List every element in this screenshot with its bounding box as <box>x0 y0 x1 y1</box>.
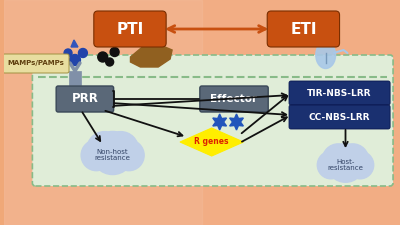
Text: Effector: Effector <box>210 94 258 104</box>
Circle shape <box>337 144 369 176</box>
Ellipse shape <box>316 41 336 68</box>
Circle shape <box>78 49 87 58</box>
Text: CC-NBS-LRR: CC-NBS-LRR <box>309 112 370 122</box>
Polygon shape <box>71 40 78 47</box>
Text: Non-host
resistance: Non-host resistance <box>95 148 130 162</box>
Circle shape <box>110 47 119 56</box>
FancyBboxPatch shape <box>3 54 69 73</box>
Circle shape <box>106 58 114 66</box>
FancyBboxPatch shape <box>94 11 166 47</box>
Text: TIR-NBS-LRR: TIR-NBS-LRR <box>307 88 372 97</box>
Text: MAMPs/PAMPs: MAMPs/PAMPs <box>7 60 64 66</box>
Circle shape <box>103 132 138 168</box>
FancyBboxPatch shape <box>267 11 340 47</box>
FancyBboxPatch shape <box>32 55 393 186</box>
Circle shape <box>322 144 354 176</box>
Circle shape <box>91 131 134 175</box>
Text: Host-
resistance: Host- resistance <box>328 158 364 171</box>
Bar <box>69 71 81 85</box>
Bar <box>4 0 202 225</box>
Circle shape <box>317 151 344 179</box>
Circle shape <box>346 151 374 179</box>
Polygon shape <box>213 114 226 130</box>
Polygon shape <box>130 45 172 67</box>
FancyBboxPatch shape <box>289 81 390 105</box>
Circle shape <box>70 54 80 65</box>
Circle shape <box>98 52 108 62</box>
FancyBboxPatch shape <box>56 86 114 112</box>
Text: R genes: R genes <box>194 137 229 146</box>
Circle shape <box>114 140 144 171</box>
Circle shape <box>64 49 72 57</box>
Text: ETI: ETI <box>290 22 317 36</box>
FancyBboxPatch shape <box>289 105 390 129</box>
Text: PRR: PRR <box>72 92 98 106</box>
Circle shape <box>81 140 112 171</box>
FancyBboxPatch shape <box>200 86 268 112</box>
Circle shape <box>326 144 365 182</box>
Polygon shape <box>230 114 243 130</box>
Polygon shape <box>180 128 244 156</box>
Circle shape <box>87 132 122 168</box>
Text: PTI: PTI <box>116 22 144 36</box>
